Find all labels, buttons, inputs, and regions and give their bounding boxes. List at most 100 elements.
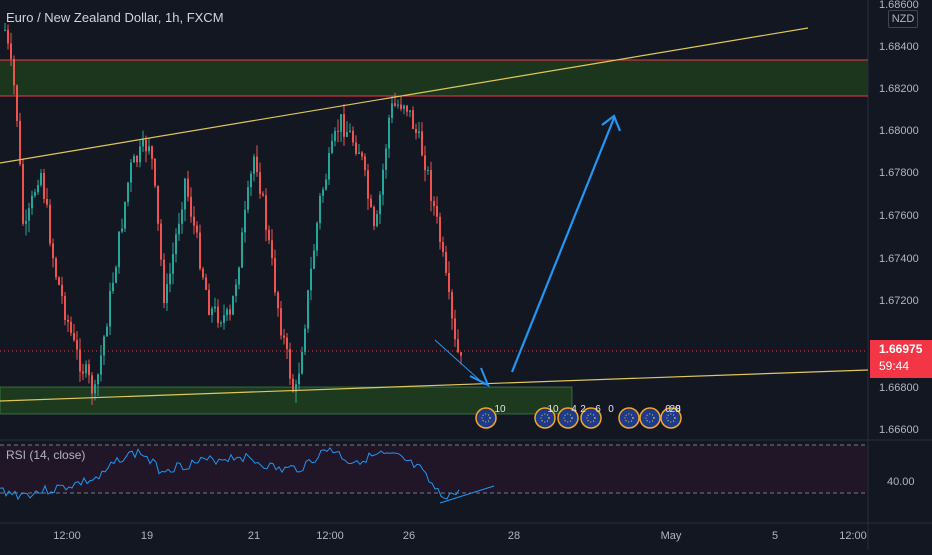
candle-body xyxy=(154,158,156,186)
candle-body xyxy=(148,146,150,152)
currency-button[interactable]: NZD xyxy=(888,10,918,28)
up-arrow-shaft xyxy=(510,117,616,373)
event-count-label: 2 xyxy=(580,404,586,415)
candle-body xyxy=(424,155,426,171)
candle-body xyxy=(214,306,216,309)
candle-body xyxy=(328,153,330,180)
candle-body xyxy=(202,268,204,278)
candle-body xyxy=(130,162,132,183)
candle-body xyxy=(460,352,462,356)
candle-body xyxy=(256,156,258,173)
candle-body xyxy=(250,173,252,188)
candle-body xyxy=(313,250,315,269)
candle-body xyxy=(79,349,81,372)
candle-body xyxy=(433,200,435,207)
bar-countdown: 59:44 xyxy=(879,359,910,373)
time-axis-label: 21 xyxy=(248,530,260,542)
event-count-label: 0 xyxy=(608,404,614,415)
rsi-divergence-line xyxy=(439,485,495,504)
candle-body xyxy=(106,326,108,337)
candle-body xyxy=(331,141,333,154)
candle-body xyxy=(349,130,351,133)
flag-stars xyxy=(540,413,550,423)
candle-body xyxy=(421,131,423,156)
candle-body xyxy=(346,132,348,137)
event-count-label: 4 xyxy=(571,404,577,415)
candle-body xyxy=(28,208,30,221)
event-flag-icon[interactable] xyxy=(639,407,661,429)
price-scale-label: 1.68400 xyxy=(879,41,919,53)
flag-circle xyxy=(618,407,640,429)
event-flag-icon[interactable] xyxy=(475,407,497,429)
rsi-band xyxy=(0,445,868,493)
candle-body xyxy=(253,156,255,174)
event-flag-icon[interactable] xyxy=(534,407,556,429)
candle-body xyxy=(190,196,192,217)
candle-body xyxy=(310,268,312,291)
candle-body xyxy=(25,220,27,224)
candle-body xyxy=(391,103,393,118)
candle-body xyxy=(259,172,261,194)
candle-body xyxy=(43,173,45,200)
candle-body xyxy=(283,335,285,338)
candle-body xyxy=(229,309,231,315)
candle-body xyxy=(31,195,33,209)
price-scale-label: 1.68200 xyxy=(879,83,919,95)
event-flag-icon[interactable] xyxy=(660,407,682,429)
flag-stars xyxy=(624,413,634,423)
candle-body xyxy=(196,225,198,233)
candle-body xyxy=(220,322,222,324)
candle-body xyxy=(169,273,171,285)
flag-circle xyxy=(639,407,661,429)
candle-body xyxy=(397,104,399,106)
event-flag-icon[interactable] xyxy=(580,407,602,429)
rsi-legend[interactable]: RSI (14, close) xyxy=(6,448,86,462)
last-price-tag: 1.66975 59:44 xyxy=(870,340,932,378)
price-scale-label: 1.67400 xyxy=(879,253,919,265)
event-count-label: 0 xyxy=(665,404,671,415)
candle-body xyxy=(76,340,78,350)
candle-body xyxy=(139,146,141,163)
candle-body xyxy=(127,182,129,203)
candle-body xyxy=(115,267,117,283)
candle-body xyxy=(151,146,153,159)
candle-body xyxy=(82,371,84,374)
candle-body xyxy=(118,231,120,268)
price-scale-label: 1.66800 xyxy=(879,382,919,394)
candle-body xyxy=(226,309,228,316)
last-price-value: 1.66975 xyxy=(879,342,923,356)
down-arrow-head xyxy=(469,367,490,388)
candle-body xyxy=(178,223,180,235)
candle-body xyxy=(427,170,429,172)
candle-body xyxy=(184,178,186,210)
candle-body xyxy=(34,192,36,196)
candle-body xyxy=(223,315,225,323)
symbol-legend[interactable]: Euro / New Zealand Dollar, 1h, FXCM xyxy=(6,10,224,25)
candle-body xyxy=(181,209,183,224)
candle-body xyxy=(385,148,387,170)
candle-body xyxy=(136,156,138,163)
candle-body xyxy=(355,142,357,154)
candle-body xyxy=(100,355,102,375)
upper-trendline xyxy=(0,27,809,164)
candle-body xyxy=(19,120,21,165)
flag-stars xyxy=(563,413,573,423)
candle-body xyxy=(172,254,174,274)
flag-circle xyxy=(557,407,579,429)
flag-circle xyxy=(580,407,602,429)
candle-body xyxy=(232,295,234,315)
candle-body xyxy=(160,223,162,260)
candle-body xyxy=(85,364,87,374)
candle-body xyxy=(262,193,264,196)
candle-body xyxy=(394,103,396,106)
symbol-interval: 1h xyxy=(164,10,180,25)
symbol-name: Euro / New Zealand Dollar xyxy=(6,10,158,25)
event-flag-icon[interactable] xyxy=(557,407,579,429)
candle-body xyxy=(94,384,96,394)
event-flag-icon[interactable] xyxy=(618,407,640,429)
candle-body xyxy=(157,185,159,224)
candle-body xyxy=(352,130,354,143)
event-count-label: 10 xyxy=(547,404,559,415)
candle-body xyxy=(364,156,366,171)
